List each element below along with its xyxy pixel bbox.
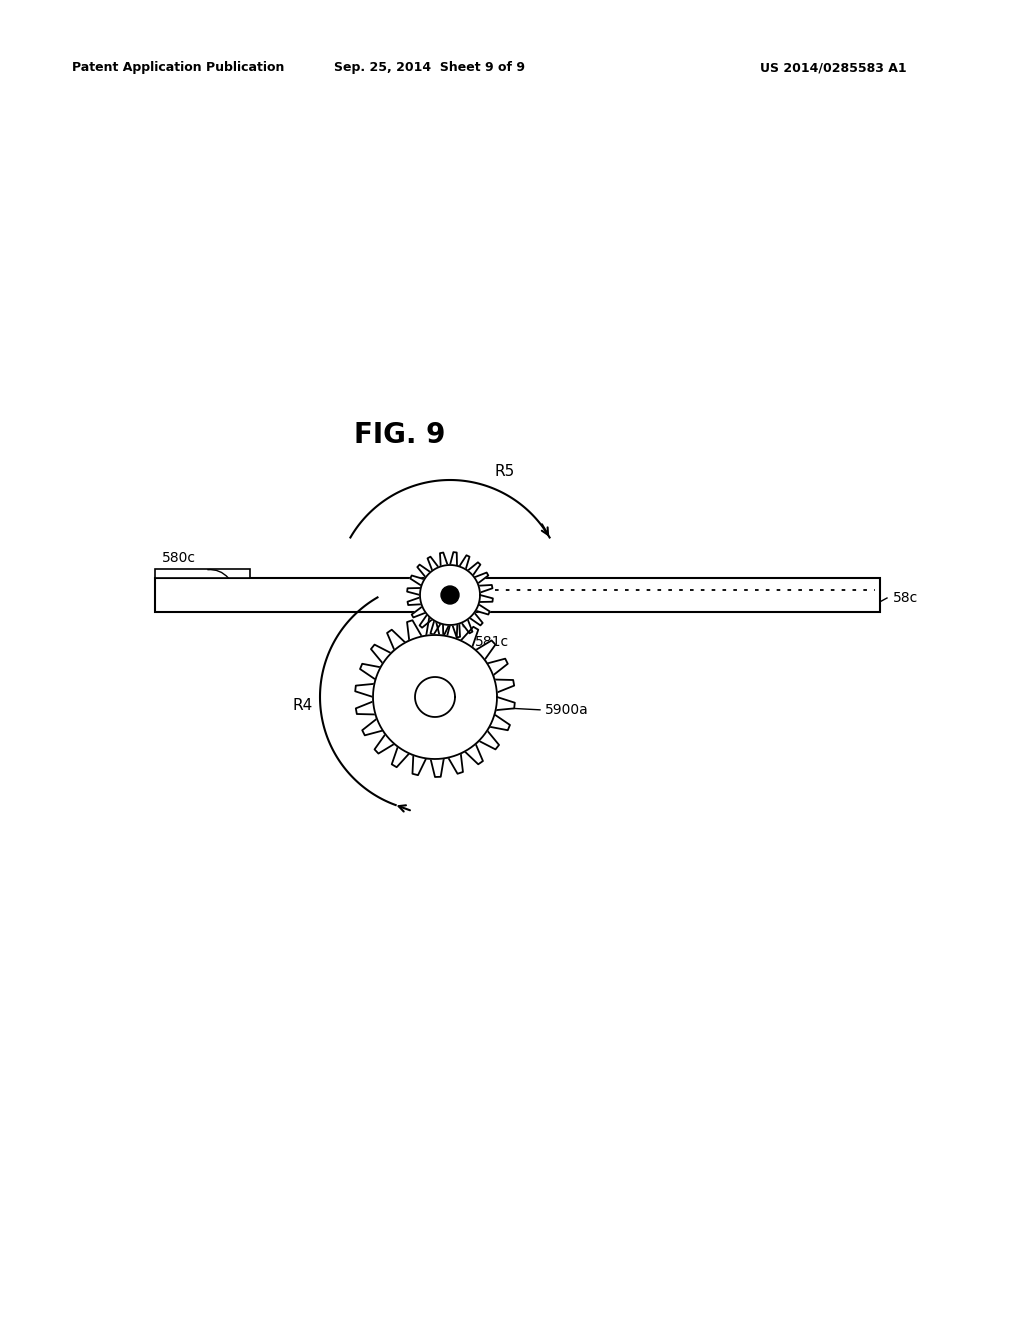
Polygon shape (420, 565, 480, 624)
Text: US 2014/0285583 A1: US 2014/0285583 A1 (760, 62, 906, 74)
Bar (155, 578, 880, 612)
Text: Patent Application Publication: Patent Application Publication (72, 62, 285, 74)
Circle shape (441, 586, 459, 605)
Polygon shape (355, 616, 515, 777)
Bar (155, 569, 250, 578)
Text: 581c: 581c (475, 635, 509, 649)
Text: Sep. 25, 2014  Sheet 9 of 9: Sep. 25, 2014 Sheet 9 of 9 (335, 62, 525, 74)
Polygon shape (408, 552, 493, 638)
Text: R5: R5 (495, 463, 515, 479)
Text: 580c: 580c (162, 550, 196, 565)
Polygon shape (373, 635, 497, 759)
Polygon shape (415, 677, 455, 717)
Text: 5900a: 5900a (545, 704, 589, 717)
Text: R4: R4 (292, 697, 312, 713)
Text: FIG. 9: FIG. 9 (354, 421, 445, 449)
Text: 58c: 58c (893, 591, 919, 605)
